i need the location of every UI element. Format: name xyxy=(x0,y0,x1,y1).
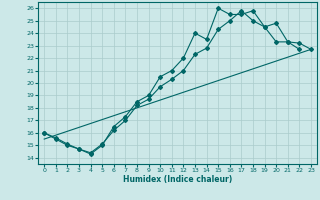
X-axis label: Humidex (Indice chaleur): Humidex (Indice chaleur) xyxy=(123,175,232,184)
